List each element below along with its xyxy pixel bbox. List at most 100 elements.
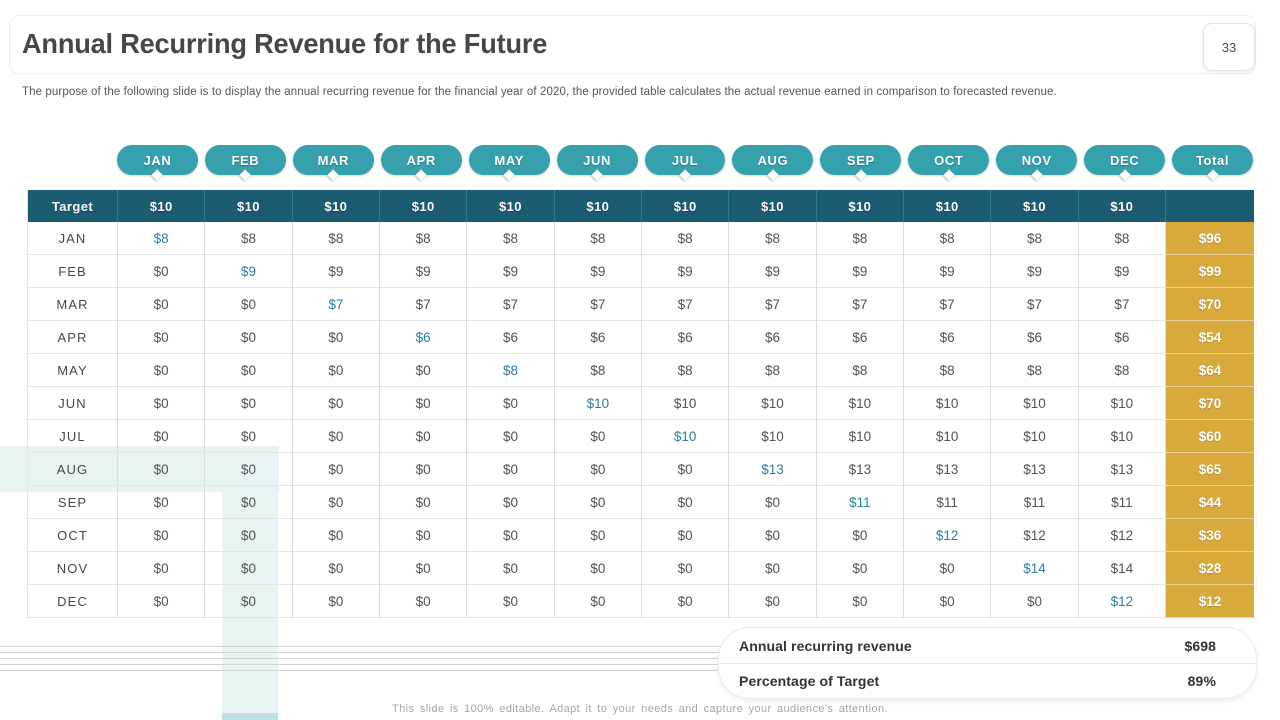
revenue-cell: $0 [729,486,817,519]
revenue-cell: $0 [205,354,293,387]
diamond-marker-icon [151,169,164,181]
revenue-cell: $7 [292,288,380,321]
month-pill-label: AUG [757,152,789,168]
revenue-cell: $0 [467,519,555,552]
summary-row-percentage-of-target: Percentage of Target 89% [719,662,1256,698]
revenue-cell: $10 [904,387,992,420]
diamond-marker-icon [855,169,867,181]
revenue-cell: $9 [816,255,904,288]
row-total-cell: $99 [1166,255,1254,288]
revenue-cell: $0 [292,585,380,618]
revenue-cell: $9 [991,255,1079,288]
decorative-band-accent [222,713,278,720]
diamond-marker-icon [943,169,955,181]
revenue-cell: $0 [467,453,555,486]
revenue-cell: $0 [292,519,380,552]
revenue-cell: $0 [904,585,992,618]
target-value-cell: $10 [1078,190,1166,222]
revenue-cell: $0 [467,585,555,618]
diamond-marker-icon [591,169,603,181]
revenue-cell: $8 [1078,354,1166,387]
revenue-cell: $6 [554,321,642,354]
target-value-cell: $10 [729,190,817,222]
revenue-cell: $0 [205,420,293,453]
month-pill-label: MAY [494,152,524,168]
revenue-cell: $0 [205,585,293,618]
month-pill-label: OCT [934,152,964,168]
revenue-cell: $0 [380,519,468,552]
revenue-cell: $0 [292,420,380,453]
revenue-cell: $8 [816,354,904,387]
revenue-cell: $7 [816,288,904,321]
row-label-sep: SEP [28,486,118,519]
row-label-jan: JAN [28,222,118,255]
summary-label: Percentage of Target [739,672,880,689]
revenue-cell: $14 [1078,552,1166,585]
target-value-cell: $10 [292,190,380,222]
page-number: 33 [1221,39,1237,55]
row-total-cell: $70 [1166,288,1254,321]
target-value-cell: $10 [904,190,992,222]
revenue-cell: $0 [205,387,293,420]
row-total-cell: $70 [1166,387,1254,420]
revenue-cell: $8 [729,354,817,387]
revenue-cell: $8 [1078,222,1166,255]
month-pill-dec: DEC [1084,145,1166,181]
target-value-cell: $10 [467,190,555,222]
revenue-cell: $9 [380,255,468,288]
revenue-cell: $9 [904,255,992,288]
revenue-cell: $10 [729,387,817,420]
revenue-cell: $0 [205,321,293,354]
target-value-cell: $10 [991,190,1079,222]
revenue-cell: $0 [292,552,380,585]
row-label-apr: APR [28,321,118,354]
revenue-cell: $0 [467,420,555,453]
decorative-line [0,658,1253,659]
row-total-cell: $44 [1166,486,1254,519]
revenue-cell: $0 [118,387,206,420]
diamond-marker-icon [1206,169,1219,181]
revenue-cell: $0 [816,552,904,585]
summary-value: $698 [1184,637,1216,654]
month-pill-label: MAR [317,152,349,168]
decorative-line [0,664,1253,665]
target-value-cell: $10 [380,190,468,222]
revenue-cell: $0 [642,453,730,486]
decorative-line [0,646,1253,647]
month-pill-may: MAY [468,145,550,181]
decorative-line [0,652,1253,653]
row-label-jun: JUN [28,387,118,420]
diamond-marker-icon [503,169,515,181]
revenue-cell: $0 [118,288,206,321]
slide-description: The purpose of the following slide is to… [22,86,1057,98]
revenue-cell: $11 [1078,486,1166,519]
row-label-aug: AUG [28,453,118,486]
decorative-line [0,670,1253,671]
month-pill-jun: JUN [556,145,638,181]
revenue-cell: $8 [380,222,468,255]
row-total-cell: $36 [1166,519,1254,552]
revenue-cell: $9 [467,255,555,288]
row-label-may: MAY [28,354,118,387]
revenue-cell: $0 [554,453,642,486]
revenue-cell: $12 [1078,585,1166,618]
revenue-cell: $8 [292,222,380,255]
revenue-cell: $14 [991,552,1079,585]
revenue-cell: $8 [991,354,1079,387]
target-row-label: Target [28,190,118,222]
revenue-cell: $10 [729,420,817,453]
revenue-cell: $8 [205,222,293,255]
revenue-cell: $0 [467,486,555,519]
month-pill-label: SEP [846,152,875,168]
revenue-cell: $9 [292,255,380,288]
revenue-cell: $0 [642,519,730,552]
revenue-cell: $10 [1078,420,1166,453]
revenue-cell: $8 [729,222,817,255]
revenue-cell: $7 [380,288,468,321]
title-container [9,15,1256,74]
revenue-cell: $7 [642,288,730,321]
month-pill-apr: APR [380,145,462,181]
decorative-vertical-band [222,446,278,720]
revenue-cell: $0 [118,519,206,552]
revenue-cell: $12 [1078,519,1166,552]
